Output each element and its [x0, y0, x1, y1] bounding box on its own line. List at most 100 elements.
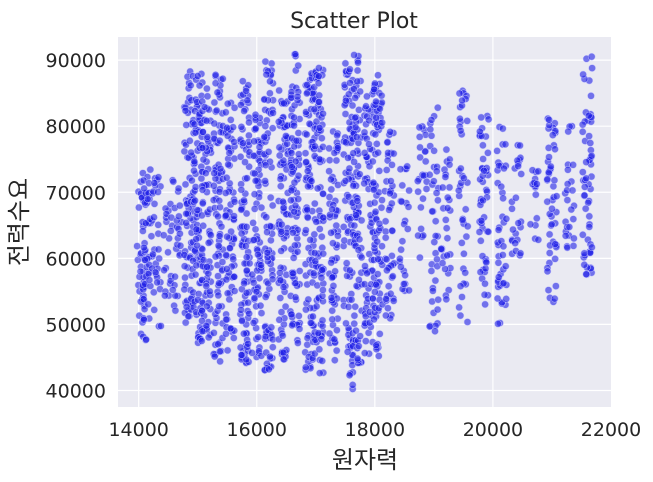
data-point: [499, 251, 507, 259]
data-point: [371, 130, 380, 139]
data-point: [226, 244, 234, 252]
data-point: [343, 348, 352, 356]
data-point: [327, 185, 336, 194]
data-point: [316, 225, 324, 233]
data-point: [198, 317, 206, 325]
data-point: [421, 157, 430, 166]
data-point: [588, 64, 596, 72]
data-point: [311, 199, 319, 208]
data-point: [353, 354, 362, 363]
data-point: [181, 180, 190, 189]
data-point: [275, 151, 284, 160]
data-point: [404, 203, 413, 211]
data-point: [254, 250, 262, 259]
data-point: [261, 332, 270, 341]
data-point: [582, 174, 590, 183]
data-point: [318, 357, 326, 365]
data-point: [198, 144, 207, 152]
data-point: [291, 157, 300, 166]
data-point: [215, 232, 224, 240]
data-point: [188, 176, 196, 185]
data-point: [345, 371, 354, 379]
data-point: [325, 193, 334, 201]
data-point: [242, 355, 251, 364]
data-point: [266, 77, 274, 86]
data-point: [174, 184, 183, 193]
data-point: [200, 103, 209, 111]
data-point: [561, 232, 570, 240]
data-point: [171, 306, 180, 315]
data-point: [383, 266, 391, 275]
data-point: [563, 243, 572, 252]
data-point: [315, 72, 323, 80]
data-point: [386, 290, 395, 298]
data-point: [243, 96, 252, 105]
data-point: [290, 178, 299, 187]
data-point: [432, 189, 441, 197]
data-point: [417, 203, 425, 212]
data-point: [184, 312, 193, 321]
data-point: [355, 235, 364, 244]
data-point: [499, 242, 508, 251]
data-point: [427, 132, 436, 140]
data-point: [242, 223, 251, 231]
data-point: [242, 289, 251, 297]
data-point: [405, 186, 413, 195]
x-tick-label: 18000: [345, 419, 405, 441]
data-point: [217, 222, 226, 231]
data-point: [442, 295, 451, 304]
data-point: [295, 325, 304, 333]
data-point: [262, 213, 270, 221]
data-point: [304, 182, 312, 191]
data-point: [511, 239, 519, 247]
data-point: [293, 247, 302, 256]
data-point: [362, 102, 370, 111]
data-point: [241, 158, 249, 166]
data-point: [288, 163, 296, 171]
data-point: [278, 331, 287, 340]
data-point: [455, 303, 463, 312]
data-point: [344, 154, 352, 162]
data-point: [458, 216, 467, 224]
data-point: [150, 213, 158, 222]
data-point: [195, 81, 204, 90]
data-point: [268, 124, 277, 132]
data-point: [143, 195, 152, 203]
data-point: [568, 186, 577, 195]
data-point: [294, 195, 302, 203]
data-point: [224, 160, 232, 169]
data-point: [268, 275, 277, 283]
data-point: [303, 205, 311, 214]
data-point: [344, 303, 353, 311]
data-point: [245, 259, 254, 268]
data-point: [329, 282, 338, 290]
data-point: [585, 212, 594, 221]
data-point: [317, 335, 325, 343]
data-point: [266, 89, 274, 98]
data-point: [350, 319, 358, 328]
data-point: [157, 322, 165, 330]
data-point: [357, 253, 366, 262]
data-point: [318, 134, 326, 142]
data-point: [578, 120, 587, 129]
data-point: [243, 253, 251, 261]
data-point: [212, 106, 221, 115]
data-point: [150, 306, 158, 314]
data-point: [223, 346, 232, 355]
data-point: [533, 180, 541, 188]
data-point: [548, 205, 556, 213]
data-point: [182, 303, 191, 311]
data-point: [243, 266, 251, 275]
data-point: [267, 323, 276, 332]
data-point: [161, 291, 169, 300]
data-point: [139, 227, 147, 235]
data-point: [268, 201, 277, 210]
data-point: [587, 152, 596, 160]
data-point: [360, 149, 369, 157]
y-tick-label: 90000: [46, 50, 106, 72]
data-point: [374, 71, 382, 79]
data-point: [398, 237, 407, 245]
data-point: [526, 220, 535, 229]
data-point: [434, 103, 442, 112]
data-point: [154, 173, 163, 181]
